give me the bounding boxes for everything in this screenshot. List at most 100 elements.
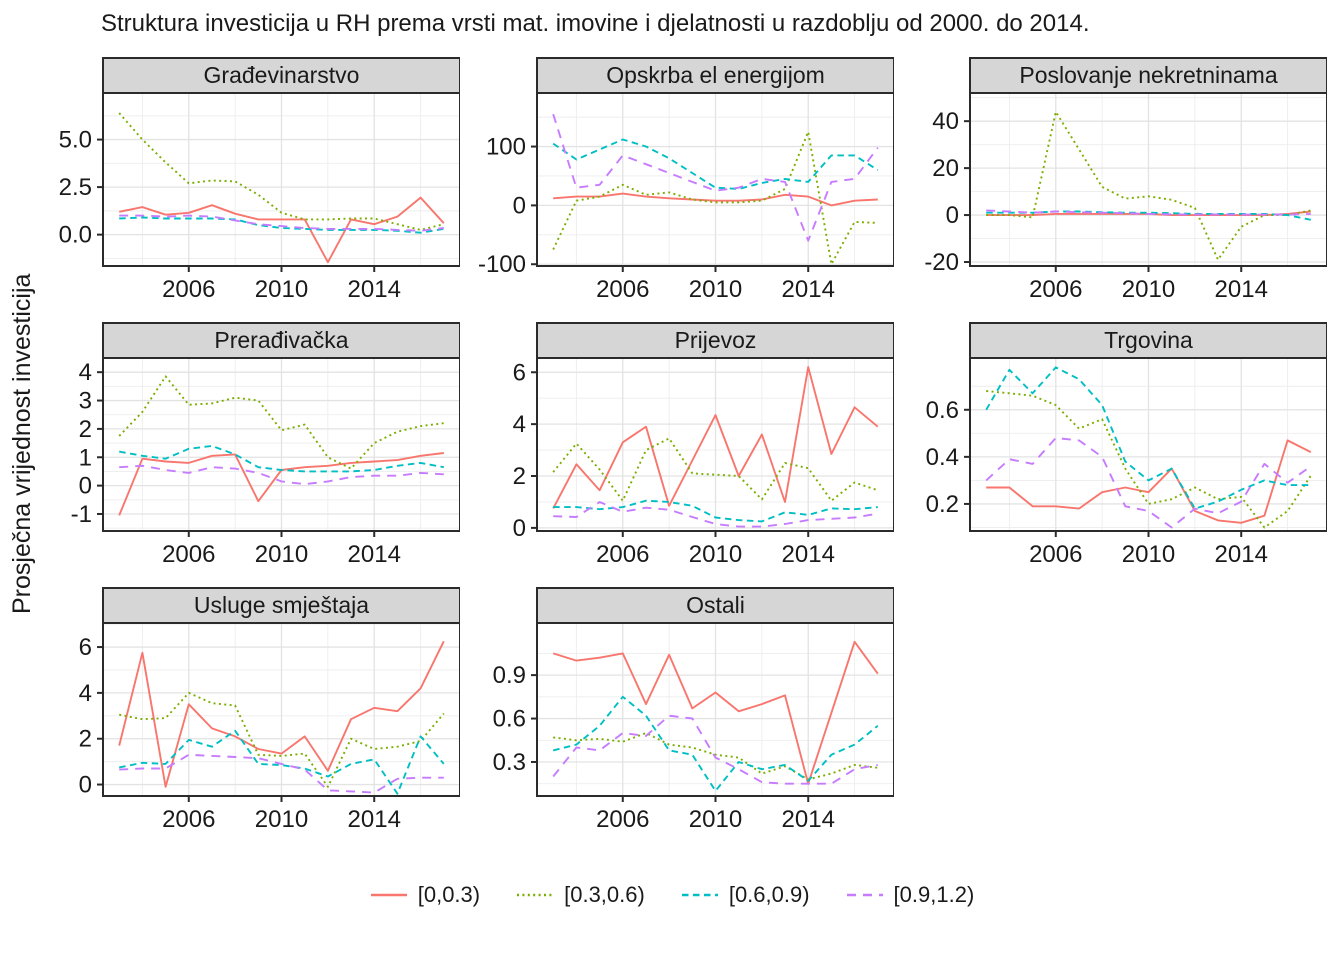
y-tick-label: 0 xyxy=(946,202,959,229)
series-line--0-6-0-9- xyxy=(553,499,878,523)
legend-item--0-3-0-6-: [0.3,0.6) xyxy=(516,882,645,908)
y-tick-label: 6 xyxy=(79,634,92,661)
y-tick-label: 2 xyxy=(79,416,92,443)
x-tick-label: 2010 xyxy=(689,276,742,303)
series-line--0-6-0-9- xyxy=(119,444,444,473)
x-tick-label: 2014 xyxy=(1215,276,1268,303)
x-tick-label: 2010 xyxy=(255,541,308,568)
x-tick-label: 2006 xyxy=(1029,276,1082,303)
y-tick-label: 6 xyxy=(513,359,526,386)
series-group xyxy=(985,366,1312,529)
series-line--0-0-3- xyxy=(119,196,445,264)
x-tick-label: 2014 xyxy=(348,276,401,303)
series-line--0-3-0-6- xyxy=(552,437,879,502)
legend-item--0-6-0-9-: [0.6,0.9) xyxy=(681,882,810,908)
y-tick-label: -100 xyxy=(478,251,526,278)
x-tick-label: 2010 xyxy=(689,806,742,833)
series-line--0-6-0-9- xyxy=(985,366,1311,510)
y-tick-label: 0.0 xyxy=(59,222,92,249)
facet-trgovina: Trgovina 0.2 0.4 0.6 2006 2010 2014 xyxy=(926,322,1327,568)
x-tick-label: 2014 xyxy=(782,806,835,833)
legend-item--0-0-3-: [0,0.3) xyxy=(370,882,480,908)
legend-label: [0,0.3) xyxy=(417,882,481,907)
facet-gra-evinarstvo: Građevinarstvo 0.0 2.5 5.0 2006 2010 2014 xyxy=(59,57,460,303)
facet-title: Prerađivačka xyxy=(214,327,348,353)
facet-title: Usluge smještaja xyxy=(194,592,369,618)
facet-title: Ostali xyxy=(686,592,745,618)
facet-title: Opskrba el energijom xyxy=(606,62,825,88)
y-tick-label: 0.2 xyxy=(926,491,959,518)
facet-opskrba-el-energijom: Opskrba el energijom -100 0 100 2006 2010 2014 xyxy=(478,57,894,303)
y-tick-label: 0.6 xyxy=(926,397,959,424)
series-line--0-0-3- xyxy=(553,192,878,207)
series-line--0-3-0-6- xyxy=(986,390,1312,529)
y-tick-label: 1 xyxy=(79,444,92,471)
x-tick-label: 2006 xyxy=(596,806,649,833)
y-tick-label: 0.9 xyxy=(493,662,526,689)
y-tick-label: 100 xyxy=(486,134,526,161)
y-tick-label: 0.3 xyxy=(493,749,526,776)
facet-strip xyxy=(536,587,894,624)
y-tick-label: 5.0 xyxy=(59,127,92,154)
legend-label: [0.3,0.6) xyxy=(564,882,645,907)
legend-label: [0.6,0.9) xyxy=(728,882,810,907)
series-group xyxy=(552,366,879,528)
series-line--0-9-1-2- xyxy=(986,209,1311,216)
legend-key-line xyxy=(681,893,718,897)
y-tick-label: 4 xyxy=(79,359,92,386)
legend-key-line xyxy=(846,893,883,897)
facet-prijevoz: Prijevoz 0 2 4 6 2006 2010 2014 xyxy=(513,322,894,568)
facet-ostali: Ostali 0.3 0.6 0.9 2006 2010 2014 xyxy=(493,587,894,833)
facet-strip xyxy=(536,322,894,359)
y-tick-label: 20 xyxy=(932,155,959,182)
chart-title: Struktura investicija u RH prema vrsti m… xyxy=(101,10,1090,37)
x-tick-label: 2010 xyxy=(689,541,742,568)
x-tick-label: 2014 xyxy=(348,806,401,833)
series-line--0-0-3- xyxy=(552,640,879,785)
y-tick-label: 0 xyxy=(79,772,92,799)
x-tick-label: 2014 xyxy=(782,541,835,568)
y-tick-label: -1 xyxy=(71,501,92,528)
legend-item--0-9-1-2-: [0.9,1.2) xyxy=(846,882,974,908)
facet-poslovanje-nekretninama: Poslovanje nekretninama -20 0 20 40 2006 2010 2… xyxy=(924,57,1327,303)
y-tick-label: 2.5 xyxy=(59,174,92,201)
series-group xyxy=(118,375,444,516)
series-line--0-3-0-6- xyxy=(118,112,445,231)
legend-key-line xyxy=(517,893,554,897)
x-tick-label: 2006 xyxy=(1029,541,1082,568)
y-tick-label: 2 xyxy=(513,463,526,490)
series-group xyxy=(552,640,879,792)
series-line--0-9-1-2- xyxy=(552,714,878,785)
y-tick-label: 0.4 xyxy=(926,444,959,471)
series-line--0-9-1-2- xyxy=(985,437,1312,529)
facet-title: Poslovanje nekretninama xyxy=(1019,62,1277,88)
y-tick-label: 4 xyxy=(513,411,526,438)
facet-strip xyxy=(102,322,460,359)
x-tick-label: 2006 xyxy=(596,276,649,303)
facet-title: Trgovina xyxy=(1104,327,1193,353)
facet-strip xyxy=(102,57,460,94)
series-line--0-9-1-2- xyxy=(119,214,444,232)
facet-title: Prijevoz xyxy=(675,327,757,353)
facet-strip xyxy=(536,57,894,94)
y-tick-label: 2 xyxy=(79,726,92,753)
x-tick-label: 2010 xyxy=(1122,541,1175,568)
y-tick-label: 4 xyxy=(79,680,92,707)
legend-key-line xyxy=(370,893,407,897)
series-group xyxy=(986,110,1311,261)
series-line--0-6-0-9- xyxy=(552,138,879,190)
y-tick-label: -20 xyxy=(924,249,959,276)
x-tick-label: 2010 xyxy=(255,806,308,833)
series-line--0-6-0-9- xyxy=(119,729,445,795)
x-tick-label: 2010 xyxy=(1122,276,1175,303)
facet-title: Građevinarstvo xyxy=(204,62,360,88)
x-tick-label: 2014 xyxy=(348,541,401,568)
y-tick-label: 3 xyxy=(79,388,92,415)
x-tick-label: 2014 xyxy=(782,276,835,303)
series-line--0-3-0-6- xyxy=(553,732,878,781)
series-line--0-9-1-2- xyxy=(119,753,444,794)
series-group xyxy=(118,112,445,264)
